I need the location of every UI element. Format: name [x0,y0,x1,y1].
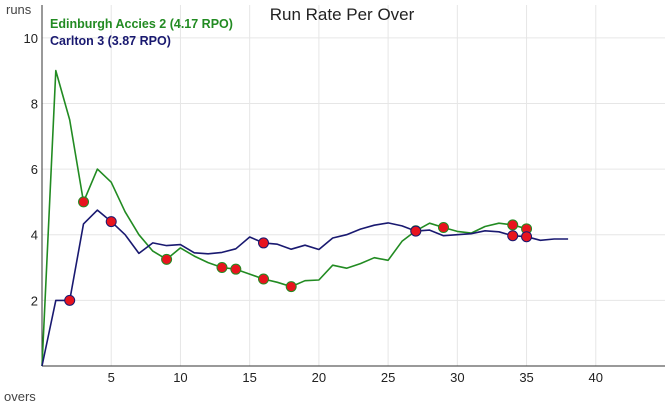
chart-title: Run Rate Per Over [270,5,415,24]
x-tick-label-5: 5 [108,370,115,385]
y-tick-label-4: 4 [31,228,38,243]
series-lines [41,69,569,367]
wicket-marker-s2-over-34 [507,230,519,242]
legend-entry-2: Carlton 3 (3.87 RPO) [50,34,171,48]
legend-entry-1: Edinburgh Accies 2 (4.17 RPO) [50,17,233,31]
x-axis-label: overs [4,389,36,404]
x-tick-label-10: 10 [173,370,187,385]
y-axis-label: runs [6,2,32,17]
x-tick-label-30: 30 [450,370,464,385]
wicket-marker-s1-over-9 [161,253,173,265]
x-tick-label-35: 35 [519,370,533,385]
y-tick-label-8: 8 [31,96,38,111]
wicket-marker-s2-over-2 [64,294,76,306]
y-tick-label-6: 6 [31,162,38,177]
series-line-2 [41,209,569,367]
axes [41,5,665,367]
wicket-marker-s2-over-5 [105,216,117,228]
legend: Edinburgh Accies 2 (4.17 RPO) Carlton 3 (… [50,17,233,48]
wicket-marker-s2-over-35 [521,231,533,243]
wicket-marker-s2-over-16 [258,237,270,249]
grid-lines [42,5,665,366]
wicket-marker-s1-over-13 [216,262,228,274]
wicket-marker-s1-over-16 [258,273,270,285]
wicket-marker-s1-over-14 [230,263,242,275]
wicket-marker-s1-over-34 [507,219,519,231]
wicket-marker-s1-over-29 [437,222,449,234]
x-tick-label-40: 40 [589,370,603,385]
x-tick-label-15: 15 [242,370,256,385]
tick-labels: 5 10 15 20 25 30 35 40 2 4 6 8 10 [24,31,603,385]
y-tick-label-2: 2 [31,293,38,308]
wicket-marker-s1-over-18 [285,281,297,293]
wicket-marker-s2-over-27 [410,225,422,237]
wicket-marker-s1-over-3 [78,196,90,208]
x-tick-label-20: 20 [312,370,326,385]
y-tick-label-10: 10 [24,31,38,46]
x-tick-label-25: 25 [381,370,395,385]
wicket-markers [64,196,533,306]
